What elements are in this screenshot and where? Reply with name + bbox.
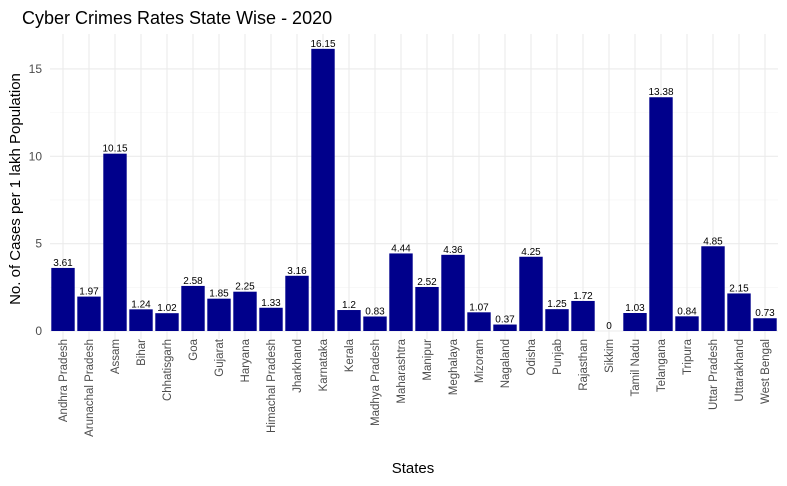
bar <box>519 256 543 331</box>
x-axis-title: States <box>392 460 435 477</box>
bar <box>363 316 387 331</box>
bar <box>337 310 361 331</box>
bar <box>155 313 179 331</box>
bar <box>727 293 751 331</box>
data-label: 4.85 <box>703 236 723 247</box>
bar <box>51 267 75 331</box>
y-tick-label: 15 <box>29 62 43 76</box>
x-tick-label: Tripura <box>682 338 694 375</box>
data-label: 1.25 <box>547 299 567 310</box>
data-label: 2.58 <box>183 276 203 287</box>
chart-title: Cyber Crimes Rates State Wise - 2020 <box>22 8 332 28</box>
x-tick-label: Maharashtra <box>396 338 408 403</box>
data-label: 0.84 <box>677 306 697 317</box>
y-tick-label: 0 <box>35 324 42 338</box>
bar <box>311 48 335 331</box>
bar <box>753 318 777 331</box>
x-tick-label: Himachal Pradesh <box>266 339 278 433</box>
bars <box>51 48 777 331</box>
x-tick-label: Gujarat <box>214 338 226 377</box>
x-tick-label: Uttar Pradesh <box>708 339 720 410</box>
y-axis-title: No. of Cases per 1 lakh Population <box>7 73 24 305</box>
bar <box>129 309 153 331</box>
data-label: 3.16 <box>287 266 307 277</box>
bar <box>233 291 257 331</box>
x-tick-label: Sikkim <box>604 339 616 373</box>
data-label: 4.44 <box>391 243 411 254</box>
x-tick-label: Haryana <box>240 338 252 382</box>
bar <box>103 153 127 331</box>
data-label: 1.02 <box>157 303 177 314</box>
data-label: 4.25 <box>521 247 541 258</box>
bar <box>207 298 231 331</box>
x-tick-label: Telangana <box>656 338 668 392</box>
data-label: 1.85 <box>209 289 229 300</box>
data-label: 13.38 <box>648 87 673 98</box>
x-tick-label: Chhatisgarh <box>162 339 174 401</box>
bar <box>441 254 465 331</box>
y-axis: 0 5 10 15 <box>29 62 43 338</box>
x-tick-label: Arunachal Pradesh <box>84 339 96 437</box>
data-label: 1.33 <box>261 298 281 309</box>
data-label: 1.03 <box>625 303 645 314</box>
y-tick-label: 10 <box>29 149 43 163</box>
bar <box>467 312 491 331</box>
x-tick-label: West Bengal <box>760 339 772 404</box>
data-label: 3.61 <box>53 258 73 269</box>
x-tick-label: Kerala <box>344 338 356 372</box>
data-label: 1.07 <box>469 302 489 313</box>
bar <box>545 309 569 331</box>
data-label: 2.15 <box>729 283 749 294</box>
bar <box>181 285 205 331</box>
data-labels: 3.61 1.97 10.15 1.24 1.02 2.58 1.85 2.25 1.33 3.1… <box>53 39 775 332</box>
data-label: 1.2 <box>342 300 356 311</box>
bar <box>259 307 283 331</box>
bar <box>623 313 647 331</box>
x-tick-label: Manipur <box>422 339 434 381</box>
bar <box>493 324 517 331</box>
data-label: 1.97 <box>79 287 99 298</box>
x-tick-label: Jharkhand <box>292 339 304 393</box>
x-tick-label: Meghalaya <box>448 338 460 395</box>
data-label: 1.72 <box>573 291 593 302</box>
x-axis: Andhra Pradesh Arunachal Pradesh Assam Biha… <box>58 338 772 437</box>
x-tick-label: Rajasthan <box>578 339 590 391</box>
bar <box>389 253 413 331</box>
x-tick-label: Bihar <box>136 339 148 366</box>
data-label: 4.36 <box>443 245 463 256</box>
x-tick-label: Nagaland <box>500 339 512 388</box>
x-tick-label: Odisha <box>526 338 538 375</box>
data-label: 2.25 <box>235 282 255 293</box>
data-label: 1.24 <box>131 299 151 310</box>
data-label: 16.15 <box>310 39 335 50</box>
y-tick-label: 5 <box>35 237 42 251</box>
bar <box>649 97 673 331</box>
data-label: 0 <box>606 321 612 332</box>
bar <box>285 275 309 331</box>
bar <box>701 246 725 331</box>
x-tick-label: Karnataka <box>318 338 330 391</box>
bar <box>415 286 439 331</box>
data-label: 2.52 <box>417 277 437 288</box>
bar <box>675 316 699 331</box>
bar <box>77 296 101 331</box>
x-tick-label: Goa <box>188 338 200 360</box>
x-tick-label: Mizoram <box>474 339 486 383</box>
x-tick-label: Uttarakhand <box>734 339 746 402</box>
x-tick-label: Madhya Pradesh <box>370 339 382 426</box>
x-tick-label: Punjab <box>552 339 564 375</box>
data-label: 10.15 <box>102 144 127 155</box>
x-tick-label: Assam <box>110 339 122 374</box>
data-label: 0.37 <box>495 315 515 326</box>
x-tick-label: Tamil Nadu <box>630 339 642 397</box>
data-label: 0.73 <box>755 308 775 319</box>
x-tick-label: Andhra Pradesh <box>58 339 70 422</box>
data-label: 0.83 <box>365 306 385 317</box>
bar <box>571 300 595 331</box>
